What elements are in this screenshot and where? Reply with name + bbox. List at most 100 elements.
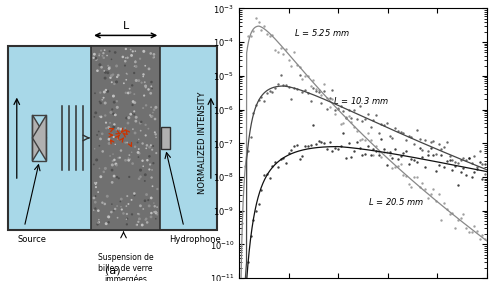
Point xyxy=(132,119,140,123)
Point xyxy=(112,113,120,117)
Point xyxy=(260,173,268,178)
Point xyxy=(435,142,443,147)
Point xyxy=(449,168,457,173)
Point xyxy=(145,204,153,208)
Point xyxy=(424,149,432,153)
Point xyxy=(252,209,260,213)
Point xyxy=(91,91,99,96)
Point xyxy=(465,230,473,234)
Point xyxy=(135,217,143,221)
Point xyxy=(416,185,424,189)
Point xyxy=(135,151,143,156)
Point xyxy=(435,163,443,167)
Point xyxy=(92,181,100,185)
Point xyxy=(106,121,114,125)
Point xyxy=(135,176,143,181)
Point xyxy=(99,149,107,154)
Point xyxy=(350,125,358,129)
Point xyxy=(149,144,157,148)
Point xyxy=(407,157,415,161)
Point xyxy=(309,86,317,90)
Point xyxy=(467,230,475,234)
Point xyxy=(150,201,158,205)
Point xyxy=(440,165,448,170)
Point xyxy=(369,153,377,157)
Point xyxy=(462,226,470,230)
Point xyxy=(128,212,136,217)
Point xyxy=(400,173,407,178)
Point xyxy=(124,202,132,206)
Point xyxy=(119,55,127,59)
Point xyxy=(100,56,108,60)
Point xyxy=(476,149,484,153)
Point xyxy=(140,93,148,98)
Point xyxy=(99,96,107,100)
Point xyxy=(113,99,121,103)
Point xyxy=(149,110,157,115)
Point xyxy=(111,50,119,55)
Point xyxy=(479,177,487,182)
Point xyxy=(457,216,464,221)
Point xyxy=(91,52,98,56)
Point xyxy=(92,57,100,62)
Point xyxy=(100,169,108,174)
Point xyxy=(437,218,445,223)
Point xyxy=(127,198,135,202)
Point xyxy=(145,126,153,131)
Point xyxy=(326,105,334,109)
Point xyxy=(479,232,487,237)
Point xyxy=(148,211,155,215)
Point xyxy=(304,144,312,148)
Point xyxy=(359,153,367,158)
Point xyxy=(443,207,451,211)
Point xyxy=(123,222,131,226)
Point xyxy=(108,73,116,78)
Point xyxy=(473,229,481,234)
Point xyxy=(113,128,121,132)
Point xyxy=(136,121,144,125)
Point xyxy=(101,166,109,171)
Point xyxy=(148,148,156,152)
Point xyxy=(407,134,415,139)
Point xyxy=(326,96,334,100)
Point xyxy=(255,98,263,103)
Point xyxy=(446,154,454,158)
Point xyxy=(410,175,418,180)
Point xyxy=(347,120,355,125)
Point xyxy=(339,108,347,113)
Point xyxy=(109,152,117,156)
Point xyxy=(95,217,103,222)
Point xyxy=(153,151,160,155)
Point xyxy=(331,111,339,116)
Point xyxy=(108,80,116,85)
Point xyxy=(331,108,339,112)
Point xyxy=(402,149,410,153)
Point xyxy=(139,106,147,110)
Point xyxy=(419,148,427,152)
Point xyxy=(142,84,150,88)
Point xyxy=(402,138,410,142)
Point xyxy=(312,142,320,147)
Point xyxy=(124,91,132,95)
Point xyxy=(130,109,138,114)
Point xyxy=(257,95,265,100)
Point xyxy=(130,92,138,96)
Point xyxy=(91,146,98,151)
Point xyxy=(320,141,328,146)
Point xyxy=(151,204,158,209)
Point xyxy=(263,91,271,95)
Point xyxy=(131,193,139,198)
Point xyxy=(364,144,372,148)
Point xyxy=(282,83,290,87)
Point xyxy=(137,128,145,133)
Point xyxy=(329,88,337,92)
Point xyxy=(123,204,130,208)
Point xyxy=(380,149,388,154)
Point xyxy=(479,162,487,167)
Point xyxy=(110,112,118,116)
Point xyxy=(342,114,350,119)
Point xyxy=(364,131,372,136)
Point xyxy=(129,127,137,132)
Point xyxy=(92,185,100,189)
Point xyxy=(135,212,143,216)
